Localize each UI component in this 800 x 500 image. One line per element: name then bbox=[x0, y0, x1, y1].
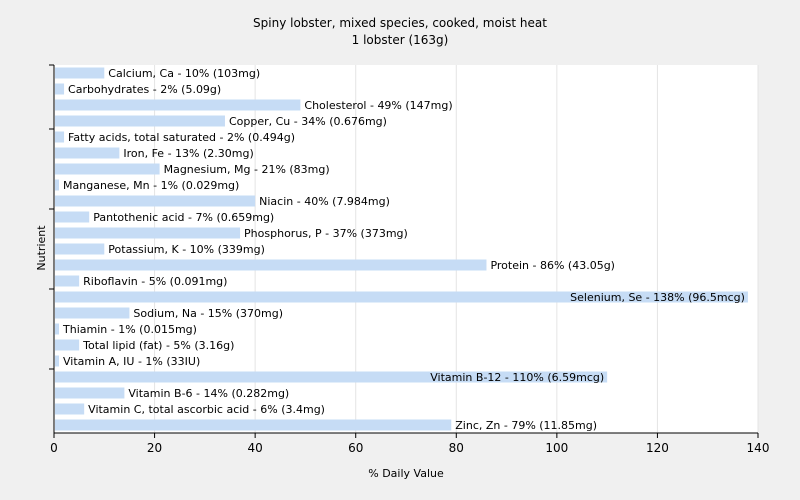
bar bbox=[55, 243, 105, 255]
bar bbox=[55, 195, 256, 207]
bar bbox=[55, 67, 105, 79]
bar-label: Vitamin B-6 - 14% (0.282mg) bbox=[128, 387, 289, 400]
bar-label: Riboflavin - 5% (0.091mg) bbox=[83, 275, 227, 288]
bar-label: Phosphorus, P - 37% (373mg) bbox=[244, 227, 408, 240]
bar-label: Zinc, Zn - 79% (11.85mg) bbox=[455, 419, 597, 432]
bar-label: Manganese, Mn - 1% (0.029mg) bbox=[63, 179, 239, 192]
bar-label: Vitamin C, total ascorbic acid - 6% (3.4… bbox=[88, 403, 325, 416]
bar bbox=[55, 83, 65, 95]
bar bbox=[55, 419, 452, 431]
bar bbox=[55, 291, 748, 303]
bar bbox=[55, 387, 125, 399]
bar-label: Total lipid (fat) - 5% (3.16g) bbox=[82, 339, 234, 352]
y-axis-label: Nutrient bbox=[35, 225, 48, 271]
bar-label: Niacin - 40% (7.984mg) bbox=[259, 195, 390, 208]
bar bbox=[55, 147, 120, 159]
bar-label: Selenium, Se - 138% (96.5mcg) bbox=[570, 291, 745, 304]
bar-label: Protein - 86% (43.05g) bbox=[490, 259, 615, 272]
bar-label: Calcium, Ca - 10% (103mg) bbox=[108, 67, 260, 80]
bar-label: Pantothenic acid - 7% (0.659mg) bbox=[93, 211, 274, 224]
bar-label: Copper, Cu - 34% (0.676mg) bbox=[229, 115, 387, 128]
x-tick-label: 0 bbox=[50, 441, 58, 455]
x-tick-label: 20 bbox=[147, 441, 162, 455]
bar-label: Magnesium, Mg - 21% (83mg) bbox=[164, 163, 330, 176]
bar bbox=[55, 275, 80, 287]
bar bbox=[55, 115, 225, 127]
bar bbox=[55, 403, 85, 415]
bar bbox=[55, 355, 60, 367]
bar-label: Fatty acids, total saturated - 2% (0.494… bbox=[68, 131, 295, 144]
bar bbox=[55, 339, 80, 351]
x-tick-label: 140 bbox=[747, 441, 770, 455]
x-tick-label: 40 bbox=[248, 441, 263, 455]
bar-label: Vitamin A, IU - 1% (33IU) bbox=[63, 355, 200, 368]
bar bbox=[55, 371, 608, 383]
bar-label: Carbohydrates - 2% (5.09g) bbox=[68, 83, 221, 96]
bar-label: Iron, Fe - 13% (2.30mg) bbox=[123, 147, 253, 160]
bar-label: Thiamin - 1% (0.015mg) bbox=[62, 323, 197, 336]
bar bbox=[55, 323, 60, 335]
bar bbox=[55, 259, 487, 271]
bar-label: Vitamin B-12 - 110% (6.59mcg) bbox=[430, 371, 604, 384]
x-tick-label: 100 bbox=[545, 441, 568, 455]
x-tick-label: 80 bbox=[449, 441, 464, 455]
x-axis-label: % Daily Value bbox=[368, 467, 444, 480]
bar-series: Calcium, Ca - 10% (103mg) Carbohydrates -… bbox=[55, 67, 748, 432]
x-axis-ticks: 0 20 40 60 80 100 120 140 bbox=[50, 433, 769, 455]
x-tick-label: 60 bbox=[348, 441, 363, 455]
bar-label: Sodium, Na - 15% (370mg) bbox=[133, 307, 283, 320]
bar bbox=[55, 131, 65, 143]
x-tick-label: 120 bbox=[646, 441, 669, 455]
axes bbox=[49, 64, 758, 434]
bar-label: Cholesterol - 49% (147mg) bbox=[304, 99, 452, 112]
chart-title: Spiny lobster, mixed species, cooked, mo… bbox=[253, 16, 547, 30]
bar bbox=[55, 163, 160, 175]
bar bbox=[55, 307, 130, 319]
bar bbox=[55, 99, 301, 111]
bar-label: Potassium, K - 10% (339mg) bbox=[108, 243, 265, 256]
bar bbox=[55, 227, 241, 239]
bar bbox=[55, 211, 90, 223]
chart-subtitle: 1 lobster (163g) bbox=[352, 33, 449, 47]
bar bbox=[55, 179, 60, 191]
